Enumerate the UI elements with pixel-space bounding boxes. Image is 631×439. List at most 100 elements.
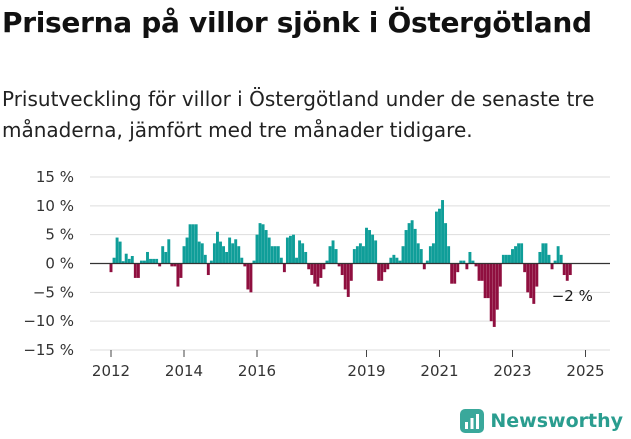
bar	[495, 263, 499, 310]
bar	[374, 240, 378, 264]
bar	[249, 263, 253, 293]
bar	[127, 258, 131, 264]
bar	[203, 254, 207, 264]
bar	[276, 246, 280, 264]
bar	[428, 246, 432, 264]
bar	[559, 254, 563, 264]
bar	[474, 263, 478, 267]
bars	[109, 200, 572, 327]
bar	[270, 246, 274, 264]
bar	[209, 260, 213, 264]
bar	[553, 260, 557, 264]
bar	[179, 263, 183, 278]
bar	[319, 263, 323, 278]
bar	[194, 224, 198, 264]
y-tick-label: −10 %	[23, 312, 74, 330]
x-tick-label: 2023	[493, 362, 531, 380]
bar	[219, 241, 222, 264]
bar	[237, 246, 241, 264]
bar	[246, 263, 250, 290]
bar	[431, 243, 435, 264]
bar	[526, 263, 530, 293]
bar	[191, 224, 195, 264]
bar	[401, 246, 405, 264]
bar	[216, 231, 219, 264]
bar	[164, 251, 168, 264]
bar	[255, 234, 259, 264]
bar	[206, 263, 210, 276]
bar	[550, 263, 554, 270]
bar	[450, 263, 454, 284]
y-axis: 15 % 10 % 5 % 0 % −5 % −10 % −15 %	[23, 168, 74, 359]
y-tick-label: 10 %	[36, 197, 74, 215]
x-tick-label: 2016	[238, 362, 276, 380]
bar	[538, 251, 542, 264]
bar	[508, 254, 511, 264]
x-tick-label: 2012	[92, 362, 130, 380]
bar	[130, 256, 134, 264]
y-tick-label: −15 %	[23, 341, 74, 359]
bar	[261, 224, 265, 264]
bar	[459, 260, 463, 264]
brand-name: Newsworthy	[490, 410, 623, 432]
bar	[425, 260, 429, 264]
bar	[304, 251, 308, 264]
bar	[197, 241, 201, 264]
bar	[441, 200, 444, 264]
annotation-label: −2 %	[552, 287, 593, 305]
bar	[124, 253, 128, 264]
bar	[456, 263, 460, 273]
bar	[289, 235, 292, 264]
bar	[295, 257, 298, 264]
bar	[231, 243, 235, 264]
x-axis: 2012 2014 2016 2019 2021 2023 2025	[92, 350, 605, 380]
bar	[389, 257, 393, 264]
bar	[380, 263, 384, 281]
bar	[435, 211, 438, 264]
x-tick-label: 2014	[165, 362, 203, 380]
bar	[377, 263, 381, 281]
bar	[368, 230, 371, 264]
bar	[504, 254, 508, 264]
bar	[562, 263, 566, 276]
chart-subtitle: Prisutveckling för villor i Östergötland…	[2, 87, 595, 142]
bar	[410, 220, 414, 264]
bar	[222, 246, 225, 264]
bar	[362, 246, 365, 264]
bar	[243, 263, 247, 267]
bar	[176, 263, 180, 287]
bar	[395, 257, 399, 264]
brand: Newsworthy	[460, 409, 623, 433]
bar	[152, 258, 156, 264]
x-tick-label: 2019	[347, 362, 385, 380]
bar	[112, 257, 116, 264]
bar	[489, 263, 493, 322]
bar-chart: 15 %10 %5 %0 %−5 %−10 %−15 % 2012 2014 201…	[23, 168, 610, 380]
bar	[547, 254, 551, 264]
bar	[325, 260, 329, 264]
bar	[167, 239, 171, 264]
bar	[307, 263, 311, 270]
bar	[523, 263, 527, 273]
bar	[109, 263, 113, 273]
bar	[328, 246, 332, 264]
bar	[371, 234, 375, 264]
bar	[234, 239, 238, 264]
bar	[343, 263, 347, 290]
bar	[517, 243, 521, 264]
bar	[301, 243, 305, 264]
bar	[115, 237, 119, 264]
bar	[471, 260, 475, 264]
bar	[349, 263, 353, 281]
bar	[498, 263, 502, 287]
bar	[340, 263, 344, 276]
bar	[331, 240, 335, 264]
bar	[529, 263, 533, 299]
gridlines	[90, 176, 610, 351]
bar	[438, 208, 441, 264]
bar	[346, 263, 350, 297]
bar	[313, 263, 317, 284]
bar	[358, 243, 362, 264]
bar	[532, 263, 536, 304]
bar	[334, 249, 338, 264]
